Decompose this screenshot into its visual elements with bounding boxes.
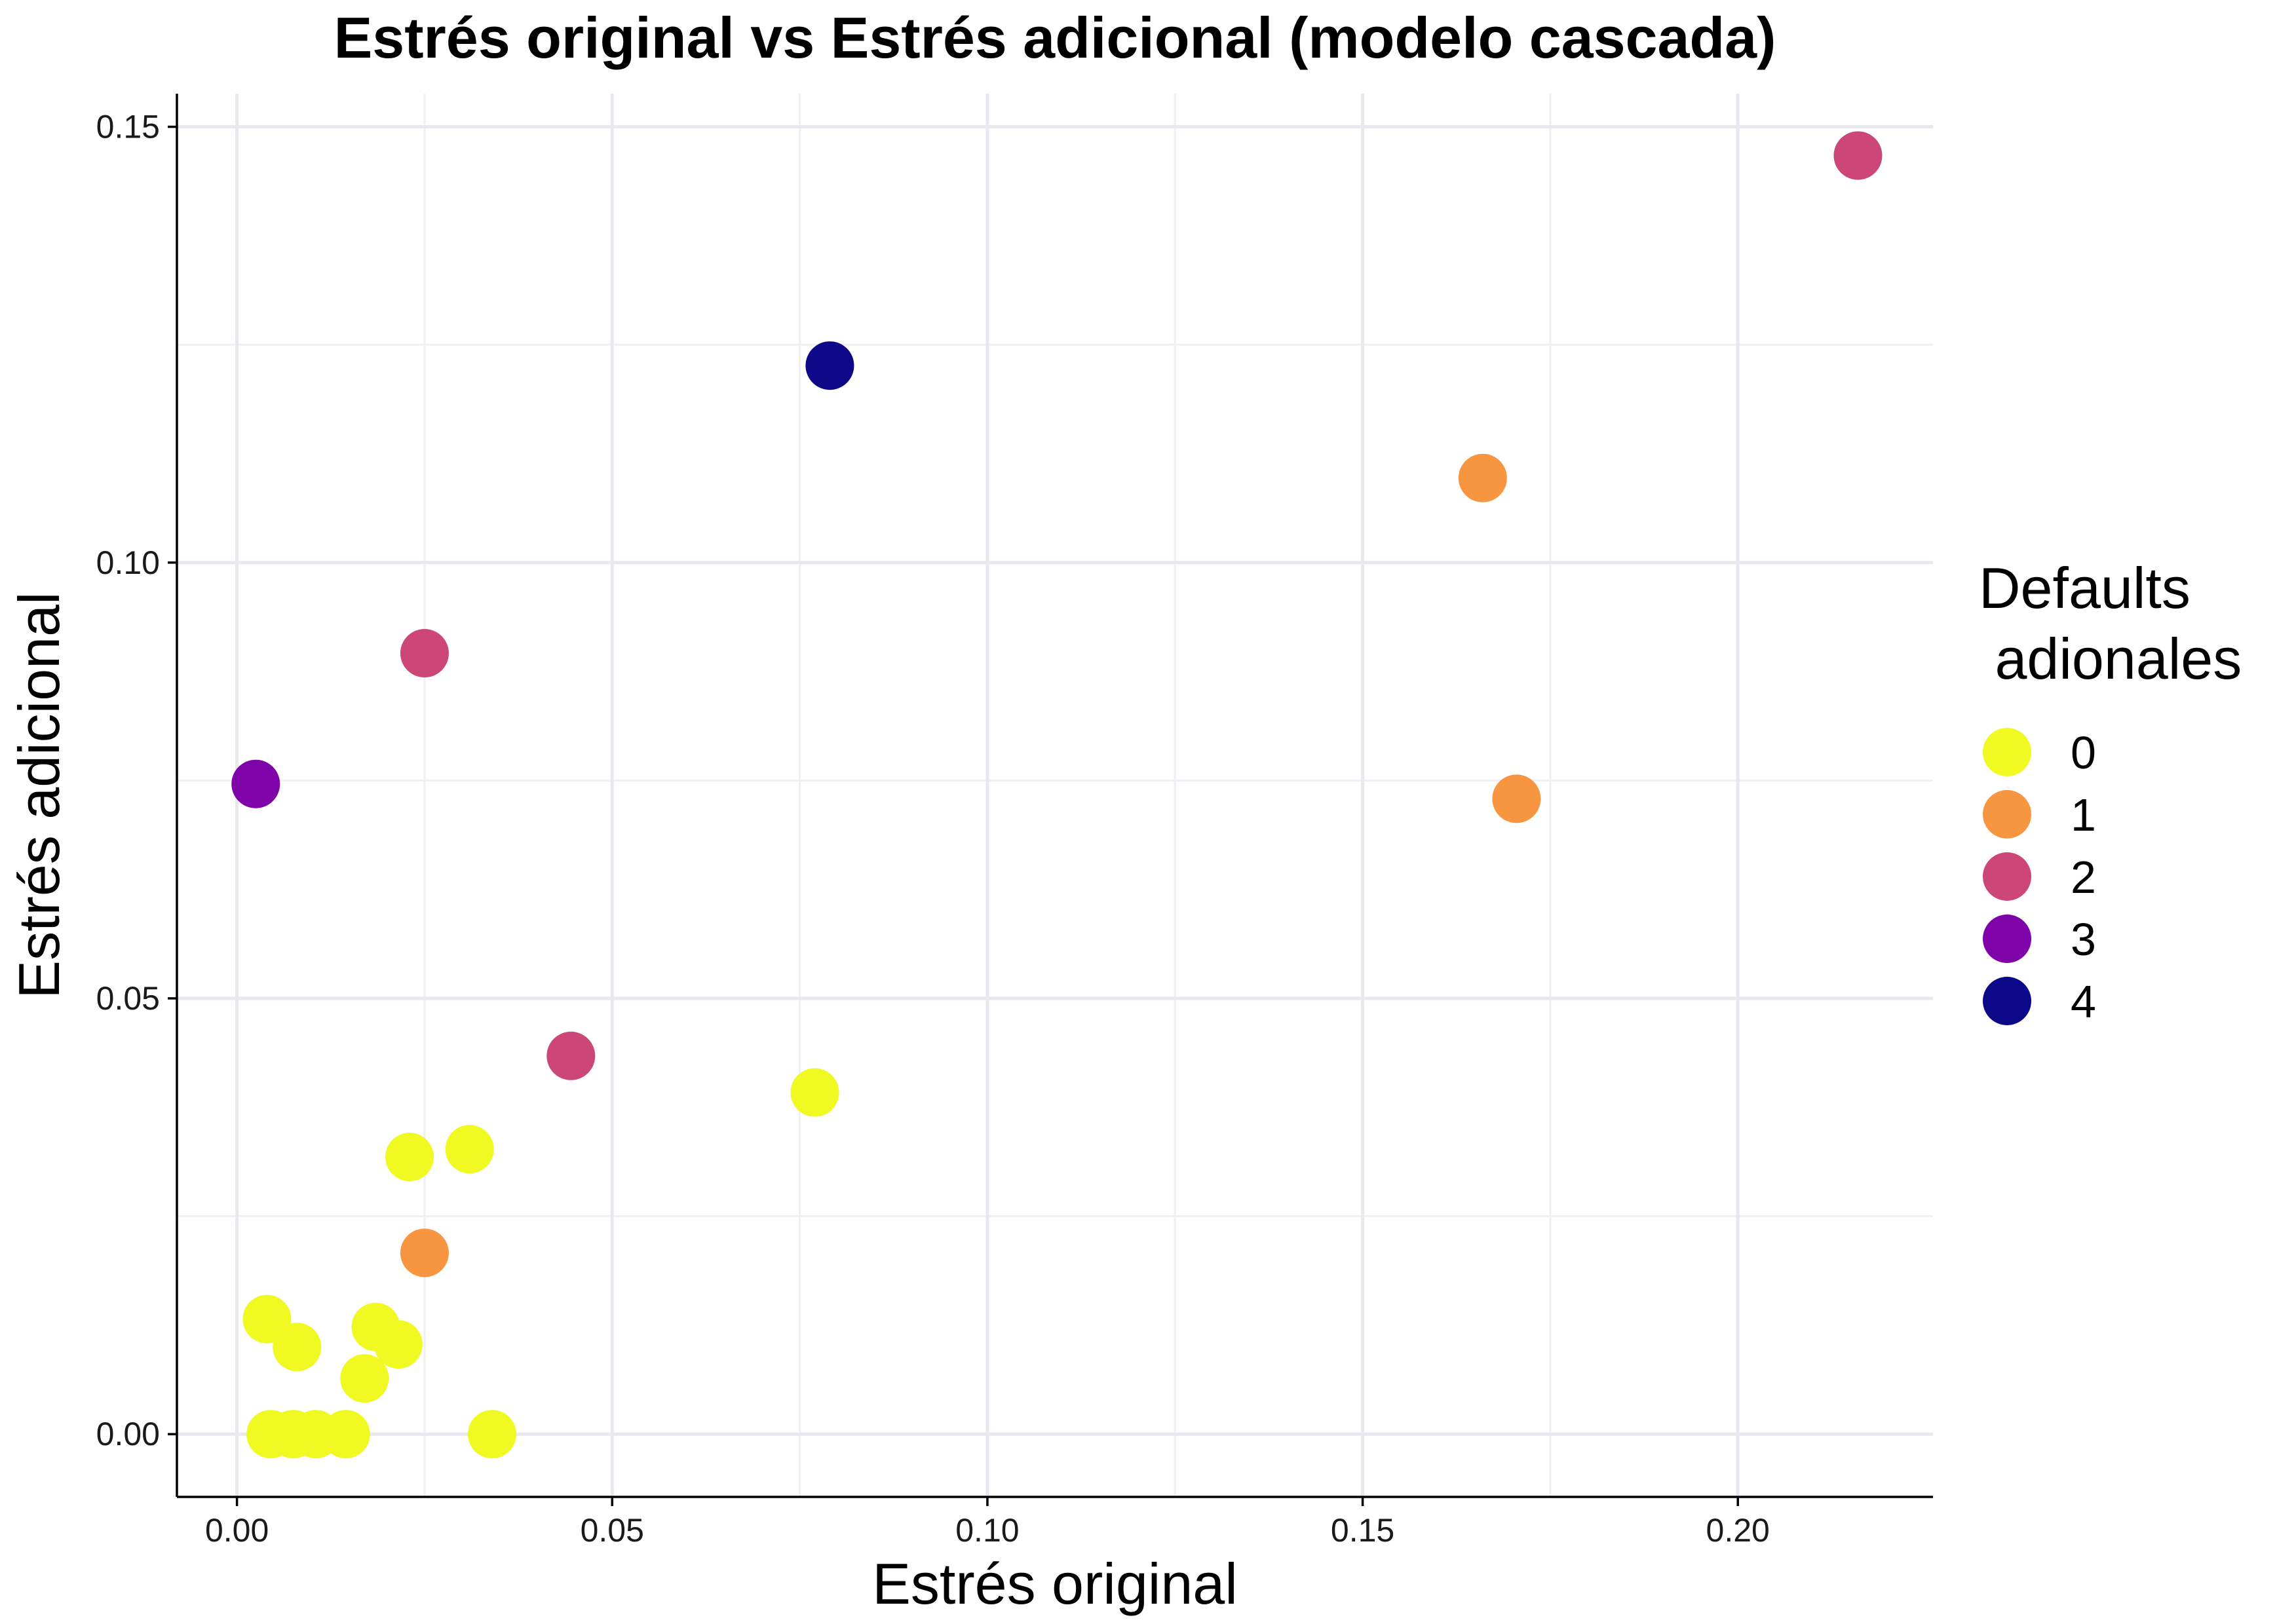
data-point-group-2 (546, 1031, 596, 1080)
chart-title: Estrés original vs Estrés adicional (mod… (334, 5, 1776, 70)
legend-key-2 (1983, 852, 2031, 901)
legend-label: 3 (2071, 914, 2096, 965)
y-axis-ticks: 0.00 0.05 0.10 0.15 (96, 109, 177, 1452)
legend-label: 0 (2071, 727, 2096, 778)
data-point-group-0 (321, 1410, 370, 1459)
data-point-group-4 (805, 341, 854, 390)
data-point-group-0 (373, 1320, 423, 1369)
x-tick-label: 0.20 (1706, 1512, 1770, 1549)
legend-label: 2 (2071, 852, 2096, 903)
legend-title-line-2: adionales (1979, 626, 2242, 691)
y-tick-label: 0.15 (96, 109, 160, 145)
y-tick-label: 0.05 (96, 980, 160, 1017)
data-point-group-0 (790, 1068, 839, 1117)
x-tick-label: 0.05 (581, 1512, 644, 1549)
data-point-group-2 (1833, 131, 1883, 180)
x-tick-label: 0.15 (1331, 1512, 1394, 1549)
x-axis-ticks: 0.00 0.05 0.10 0.15 0.20 (205, 1497, 1770, 1549)
data-point-group-3 (231, 759, 280, 808)
axes (176, 94, 1933, 1498)
legend: Defaults adionales 0 1 2 3 4 (1979, 556, 2242, 1027)
y-tick-label: 0.10 (96, 544, 160, 581)
x-axis-title: Estrés original (872, 1551, 1238, 1616)
data-point-group-0 (445, 1125, 494, 1174)
x-tick-label: 0.10 (955, 1512, 1019, 1549)
legend-label: 4 (2071, 976, 2096, 1027)
data-point-group-1 (1492, 774, 1541, 823)
legend-key-3 (1983, 915, 2031, 963)
data-point-group-2 (400, 629, 449, 678)
legend-title-line-1: Defaults (1979, 556, 2191, 620)
y-axis-title: Estrés adicional (7, 592, 71, 998)
legend-entries: 0 1 2 3 4 (1983, 727, 2096, 1027)
data-point-group-0 (340, 1354, 389, 1403)
y-tick-label: 0.00 (96, 1416, 160, 1452)
data-point-group-0 (273, 1323, 322, 1372)
data-point-group-0 (385, 1133, 434, 1182)
legend-key-0 (1983, 728, 2031, 776)
legend-label: 1 (2071, 789, 2096, 840)
data-point-group-1 (1458, 453, 1507, 502)
x-tick-label: 0.00 (205, 1512, 269, 1549)
data-points (231, 131, 1883, 1459)
grid-lines (177, 94, 1933, 1497)
data-point-group-0 (468, 1410, 517, 1459)
legend-key-1 (1983, 790, 2031, 839)
legend-key-4 (1983, 977, 2031, 1025)
data-point-group-1 (400, 1228, 449, 1277)
